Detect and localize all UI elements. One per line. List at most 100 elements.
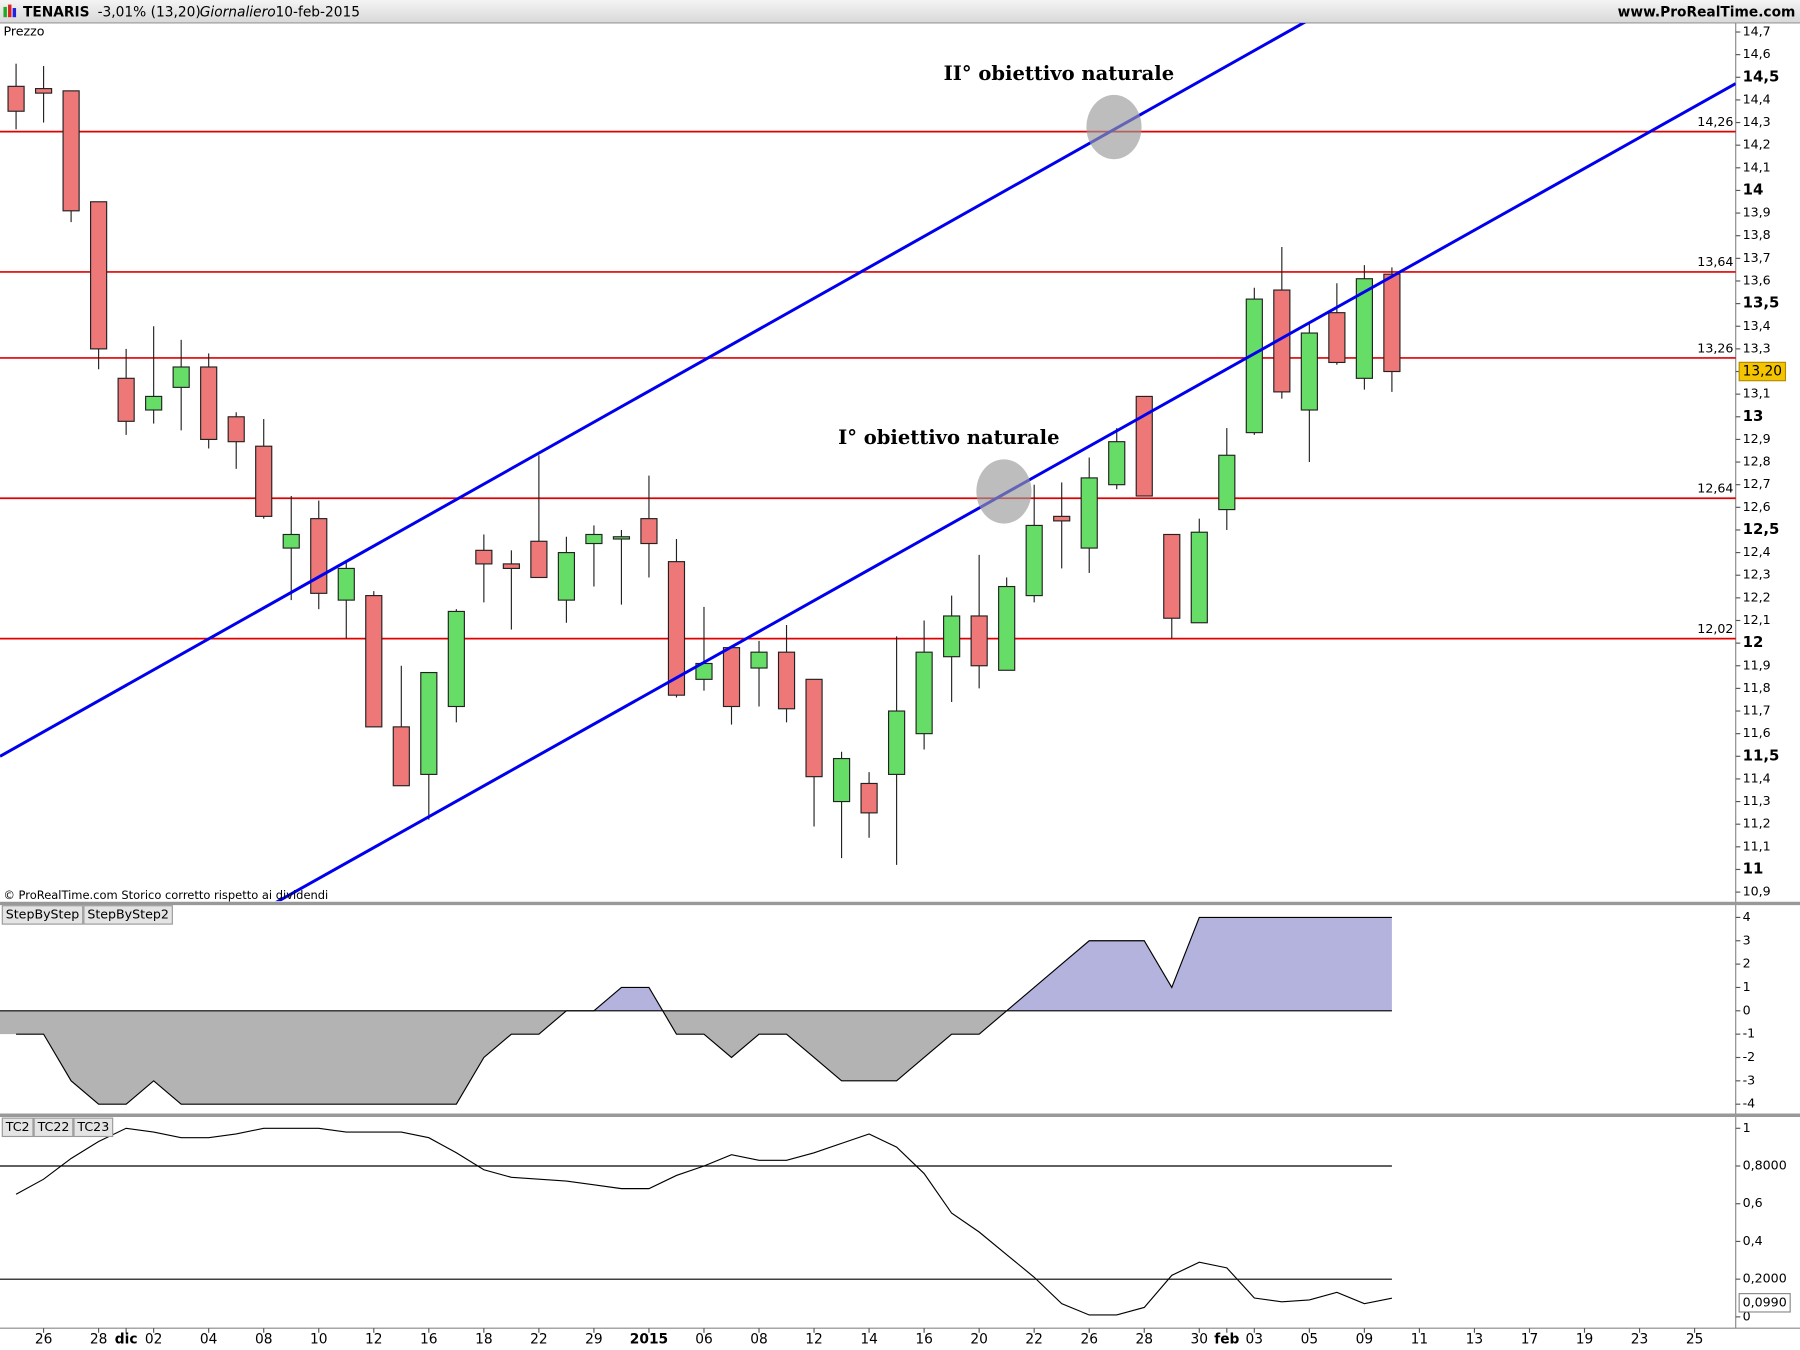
panel-label: TC23 — [76, 1119, 109, 1134]
x-tick-label: 04 — [200, 1332, 218, 1348]
site: www.ProRealTime.com — [1618, 5, 1796, 21]
y-tick-label: 14,1 — [1743, 159, 1771, 174]
y-tick-label: 13,8 — [1743, 227, 1771, 242]
y-tick-label: 12 — [1743, 633, 1764, 651]
x-tick-label: 25 — [1686, 1332, 1704, 1348]
x-tick-label: 11 — [1411, 1332, 1429, 1348]
x-tick-label: 08 — [750, 1332, 768, 1348]
x-tick-label: 16 — [420, 1332, 438, 1348]
x-tick-label: 14 — [860, 1332, 878, 1348]
last-value-box — [1738, 1293, 1791, 1313]
y-tick-label: 11,7 — [1743, 703, 1771, 718]
x-tick-label: 09 — [1356, 1332, 1374, 1348]
candle-body — [90, 201, 108, 350]
annotation: I° obiettivo naturale — [838, 426, 1059, 449]
y-tick-label: -2 — [1743, 1049, 1756, 1064]
area-negative — [0, 1010, 1392, 1105]
trendline — [275, 82, 1736, 902]
candle-body — [1245, 298, 1263, 434]
candle-body — [62, 90, 80, 212]
x-tick-label: 12 — [805, 1332, 823, 1348]
candle-body — [750, 651, 768, 669]
y-tick-label: 14,7 — [1743, 24, 1771, 39]
y-tick-label: 13,4 — [1743, 318, 1771, 333]
candle-body — [365, 595, 383, 728]
panel-label-box — [83, 905, 173, 925]
symbol: TENARIS — [23, 5, 90, 21]
panel-label: StepByStep — [6, 906, 80, 921]
date: 10-feb-2015 — [276, 5, 361, 21]
y-tick-label: 11,5 — [1743, 746, 1780, 764]
y-tick-label: 13 — [1743, 407, 1764, 425]
candle-body — [227, 416, 245, 443]
y-tick-label: 0,2000 — [1743, 1271, 1787, 1286]
candle-body — [640, 518, 658, 545]
x-tick-label: 05 — [1301, 1332, 1319, 1348]
candle-body — [1108, 441, 1126, 486]
area-positive — [593, 917, 1392, 1011]
y-tick-label: 12,2 — [1743, 589, 1771, 604]
candle-body — [943, 615, 961, 658]
y-tick-label: 13,1 — [1743, 386, 1771, 401]
target-marker — [976, 459, 1032, 524]
x-tick-label: 06 — [695, 1332, 713, 1348]
last-price-label: 13,20 — [1743, 364, 1782, 380]
y-tick-label: 11,3 — [1743, 793, 1771, 808]
candle-body — [502, 563, 520, 570]
y-tick-label: 12,6 — [1743, 499, 1771, 514]
candle-body — [585, 533, 603, 545]
panel-label: TC22 — [37, 1119, 70, 1134]
level-label: 13,26 — [1697, 340, 1733, 355]
y-tick-label: 2 — [1743, 956, 1751, 971]
candle-body — [667, 561, 686, 696]
x-tick-label: 03 — [1246, 1332, 1264, 1348]
panel-label-box — [1, 905, 84, 925]
candle-body — [172, 366, 190, 388]
level-label: 13,64 — [1697, 254, 1733, 269]
y-tick-label: 0 — [1743, 1002, 1751, 1017]
candle-body — [310, 518, 328, 594]
candle-body — [1135, 395, 1153, 497]
candle-body — [34, 88, 53, 94]
level-label: 12,64 — [1697, 481, 1733, 496]
candle-body — [1300, 332, 1318, 411]
candle-body — [1273, 289, 1291, 393]
last-price-box — [1738, 361, 1787, 382]
x-tick-label: 28 — [1135, 1332, 1153, 1348]
y-tick-label: 12,9 — [1743, 431, 1771, 446]
panel-label-text: Prezzo — [3, 24, 44, 39]
trendline — [0, 22, 1307, 758]
x-tick-label: 26 — [35, 1332, 53, 1348]
y-tick-label: 12,5 — [1743, 520, 1780, 538]
x-tick-label: 2015 — [630, 1332, 668, 1348]
x-tick-label: 18 — [475, 1332, 493, 1348]
y-tick-label: 0 — [1743, 1308, 1751, 1323]
note: © ProRealTime.com Storico corretto rispe… — [3, 888, 328, 902]
y-tick-label: 13,5 — [1743, 294, 1780, 312]
y-tick-label: 13,3 — [1743, 340, 1771, 355]
x-tick-label: 23 — [1631, 1332, 1649, 1348]
candle-body — [1163, 533, 1181, 619]
x-tick-label: 16 — [915, 1332, 933, 1348]
y-tick-label: 13,7 — [1743, 250, 1771, 265]
y-tick-label: 1 — [1743, 979, 1751, 994]
period: Giornaliero — [200, 5, 276, 21]
y-tick-label: 0,6 — [1743, 1195, 1763, 1210]
x-tick-label: 10 — [310, 1332, 328, 1348]
change: -3,01% (13,20) — [98, 5, 201, 21]
y-tick-label: 0,4 — [1743, 1233, 1763, 1248]
y-tick-label: 11 — [1743, 859, 1764, 877]
candle-body — [255, 445, 273, 517]
candle-body — [1053, 515, 1071, 522]
candle-body — [200, 366, 218, 440]
level-label: 12,02 — [1697, 621, 1733, 636]
candle-body — [887, 710, 906, 775]
y-tick-label: 0,8000 — [1743, 1157, 1787, 1172]
y-tick-label: 13,6 — [1743, 272, 1771, 287]
y-tick-label: 14,5 — [1743, 67, 1780, 85]
candle-body — [860, 782, 878, 814]
candle-body — [117, 377, 135, 422]
x-tick-label: 26 — [1080, 1332, 1098, 1348]
candle-body — [1080, 477, 1098, 549]
area-line — [16, 916, 1392, 1105]
